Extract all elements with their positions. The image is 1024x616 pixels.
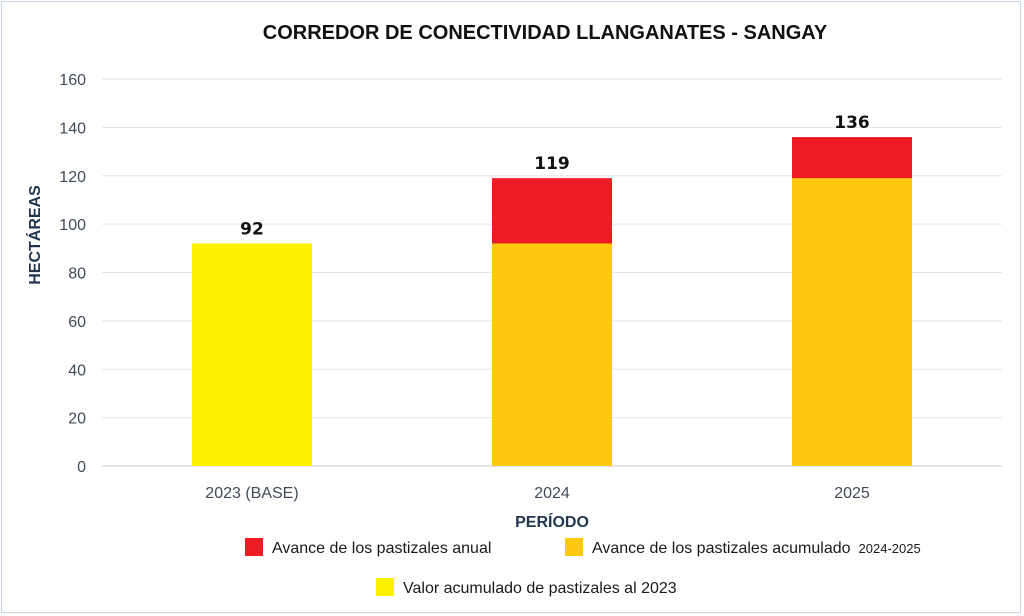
bar-segment (192, 243, 312, 466)
y-tick-label: 160 (59, 72, 86, 89)
bar-segment (492, 243, 612, 466)
y-axis-ticks: 0 20 40 60 80 100 120 140 160 (59, 72, 86, 476)
y-tick-label: 120 (59, 169, 86, 186)
y-tick-label: 20 (68, 411, 86, 428)
x-axis-ticks: 2023 (BASE) 2024 2025 (205, 485, 870, 502)
legend: Avance de los pastizales anual Avance de… (245, 538, 921, 597)
y-tick-label: 140 (59, 120, 86, 137)
bar-total-label: 119 (534, 154, 570, 174)
bar-total-label: 136 (834, 113, 870, 133)
legend-swatch-base (376, 578, 394, 596)
y-tick-label: 100 (59, 217, 86, 234)
legend-label-acumulado: Avance de los pastizales acumulado 2024-2… (592, 540, 921, 557)
bar-total-label: 92 (240, 219, 264, 239)
y-tick-label: 40 (68, 362, 86, 379)
chart-title: CORREDOR DE CONECTIVIDAD LLANGANATES - S… (263, 22, 828, 44)
legend-swatch-anual (245, 538, 263, 556)
x-tick-label: 2024 (534, 485, 570, 502)
x-axis-title: PERÍODO (515, 512, 589, 531)
bar-segment (792, 137, 912, 179)
bars (192, 137, 912, 466)
legend-label-base: Valor acumulado de pastizales al 2023 (403, 580, 677, 597)
x-tick-label: 2025 (834, 485, 870, 502)
y-tick-label: 0 (77, 459, 86, 476)
y-tick-label: 60 (68, 314, 86, 331)
legend-label-anual: Avance de los pastizales anual (272, 540, 491, 557)
legend-swatch-acumulado (565, 538, 583, 556)
data-labels: 92 119 136 (240, 113, 870, 239)
x-tick-label: 2023 (BASE) (205, 485, 298, 502)
bar-segment (492, 178, 612, 244)
bar-segment (792, 178, 912, 466)
y-axis-title: HECTÁREAS (25, 185, 44, 285)
y-tick-label: 80 (68, 266, 86, 283)
